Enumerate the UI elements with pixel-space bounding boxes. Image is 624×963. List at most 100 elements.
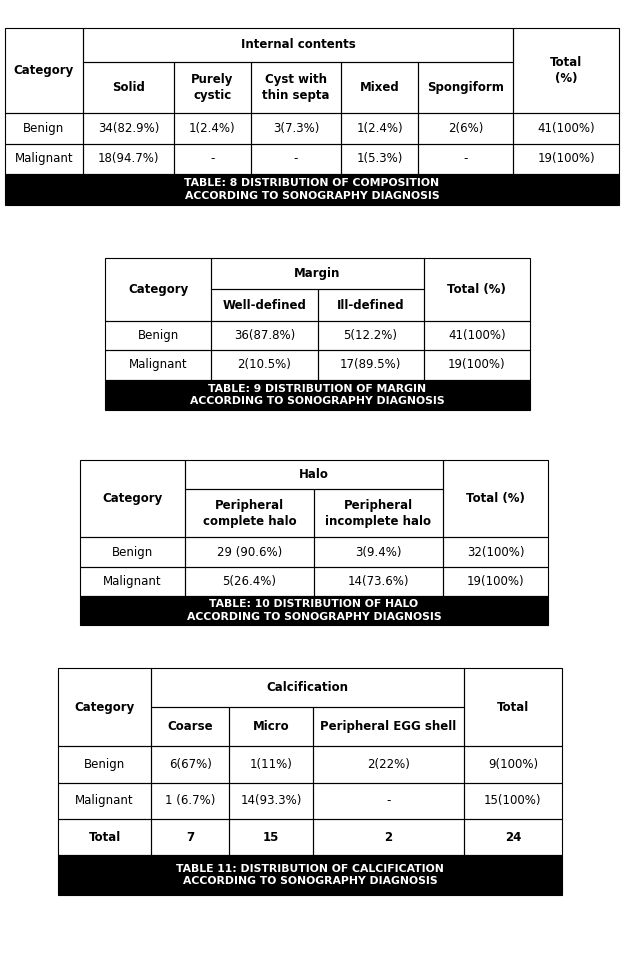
Bar: [58, 668, 151, 746]
Bar: [341, 143, 418, 174]
Text: Solid: Solid: [112, 81, 145, 94]
Bar: [83, 143, 174, 174]
Text: Margin: Margin: [295, 267, 341, 280]
Text: 18(94.7%): 18(94.7%): [98, 152, 159, 166]
Bar: [212, 258, 424, 290]
Text: 2: 2: [384, 831, 392, 844]
Bar: [185, 566, 314, 596]
Text: 3(7.3%): 3(7.3%): [273, 122, 319, 135]
Bar: [174, 114, 251, 143]
Bar: [443, 537, 548, 566]
Text: TABLE: 8 DISTRIBUTION OF COMPOSITION
ACCORDING TO SONOGRAPHY DIAGNOSIS: TABLE: 8 DISTRIBUTION OF COMPOSITION ACC…: [185, 178, 439, 200]
Text: Malignant: Malignant: [76, 794, 134, 807]
Text: 9(100%): 9(100%): [488, 758, 538, 771]
Text: 41(100%): 41(100%): [448, 329, 505, 342]
Bar: [151, 746, 230, 783]
Text: 15: 15: [263, 831, 279, 844]
Bar: [318, 351, 424, 379]
Bar: [5, 28, 83, 114]
Bar: [105, 321, 212, 351]
Text: 19(100%): 19(100%): [448, 358, 505, 372]
Text: Total
(%): Total (%): [550, 56, 582, 85]
Bar: [83, 62, 174, 114]
Text: Cyst with
thin septa: Cyst with thin septa: [262, 73, 330, 102]
Bar: [314, 537, 443, 566]
Text: Category: Category: [128, 283, 188, 296]
Bar: [251, 114, 341, 143]
Bar: [151, 707, 230, 746]
Bar: [80, 460, 185, 537]
Bar: [418, 143, 514, 174]
Bar: [58, 855, 562, 895]
Text: Category: Category: [74, 701, 135, 714]
Text: 5(12.2%): 5(12.2%): [344, 329, 397, 342]
Text: Category: Category: [14, 65, 74, 77]
Text: 29 (90.6%): 29 (90.6%): [217, 545, 282, 559]
Text: Spongiform: Spongiform: [427, 81, 504, 94]
Text: Total: Total: [497, 701, 529, 714]
Bar: [230, 819, 313, 855]
Bar: [58, 746, 151, 783]
Text: Purely
cystic: Purely cystic: [191, 73, 233, 102]
Bar: [80, 596, 548, 625]
Bar: [424, 321, 530, 351]
Text: 6(67%): 6(67%): [169, 758, 212, 771]
Bar: [105, 379, 530, 410]
Bar: [80, 537, 185, 566]
Text: -: -: [464, 152, 468, 166]
Bar: [418, 114, 514, 143]
Bar: [251, 62, 341, 114]
Bar: [318, 321, 424, 351]
Text: 2(6%): 2(6%): [448, 122, 484, 135]
Text: Peripheral
complete halo: Peripheral complete halo: [203, 499, 296, 528]
Bar: [424, 258, 530, 321]
Text: Benign: Benign: [23, 122, 65, 135]
Text: Calcification: Calcification: [266, 681, 348, 694]
Text: Total (%): Total (%): [447, 283, 506, 296]
Text: Malignant: Malignant: [15, 152, 73, 166]
Bar: [5, 143, 83, 174]
Bar: [5, 114, 83, 143]
Text: 24: 24: [505, 831, 521, 844]
Text: 19(100%): 19(100%): [467, 575, 524, 588]
Bar: [318, 290, 424, 321]
Text: 14(73.6%): 14(73.6%): [348, 575, 409, 588]
Text: 1 (6.7%): 1 (6.7%): [165, 794, 215, 807]
Bar: [230, 783, 313, 819]
Text: 1(2.4%): 1(2.4%): [356, 122, 403, 135]
Bar: [514, 114, 619, 143]
Text: Halo: Halo: [299, 468, 329, 482]
Text: Benign: Benign: [84, 758, 125, 771]
Text: Malignant: Malignant: [129, 358, 187, 372]
Bar: [174, 62, 251, 114]
Text: 1(5.3%): 1(5.3%): [357, 152, 403, 166]
Text: 5(26.4%): 5(26.4%): [223, 575, 276, 588]
Bar: [151, 668, 464, 707]
Bar: [313, 783, 464, 819]
Text: Benign: Benign: [112, 545, 153, 559]
Bar: [230, 746, 313, 783]
Bar: [313, 746, 464, 783]
Text: 15(100%): 15(100%): [484, 794, 542, 807]
Bar: [105, 351, 212, 379]
Text: 2(22%): 2(22%): [367, 758, 409, 771]
Bar: [151, 819, 230, 855]
Bar: [341, 62, 418, 114]
Bar: [313, 707, 464, 746]
Bar: [443, 566, 548, 596]
Text: 17(89.5%): 17(89.5%): [340, 358, 401, 372]
Bar: [424, 351, 530, 379]
Bar: [151, 783, 230, 819]
Text: 3(9.4%): 3(9.4%): [355, 545, 402, 559]
Text: TABLE 11: DISTRIBUTION OF CALCIFICATION
ACCORDING TO SONOGRAPHY DIAGNOSIS: TABLE 11: DISTRIBUTION OF CALCIFICATION …: [176, 864, 444, 886]
Text: Mixed: Mixed: [360, 81, 400, 94]
Bar: [314, 489, 443, 537]
Text: 34(82.9%): 34(82.9%): [98, 122, 159, 135]
Bar: [80, 566, 185, 596]
Bar: [464, 668, 562, 746]
Bar: [174, 143, 251, 174]
Bar: [212, 290, 318, 321]
Bar: [464, 783, 562, 819]
Bar: [83, 114, 174, 143]
Text: Well-defined: Well-defined: [222, 299, 306, 312]
